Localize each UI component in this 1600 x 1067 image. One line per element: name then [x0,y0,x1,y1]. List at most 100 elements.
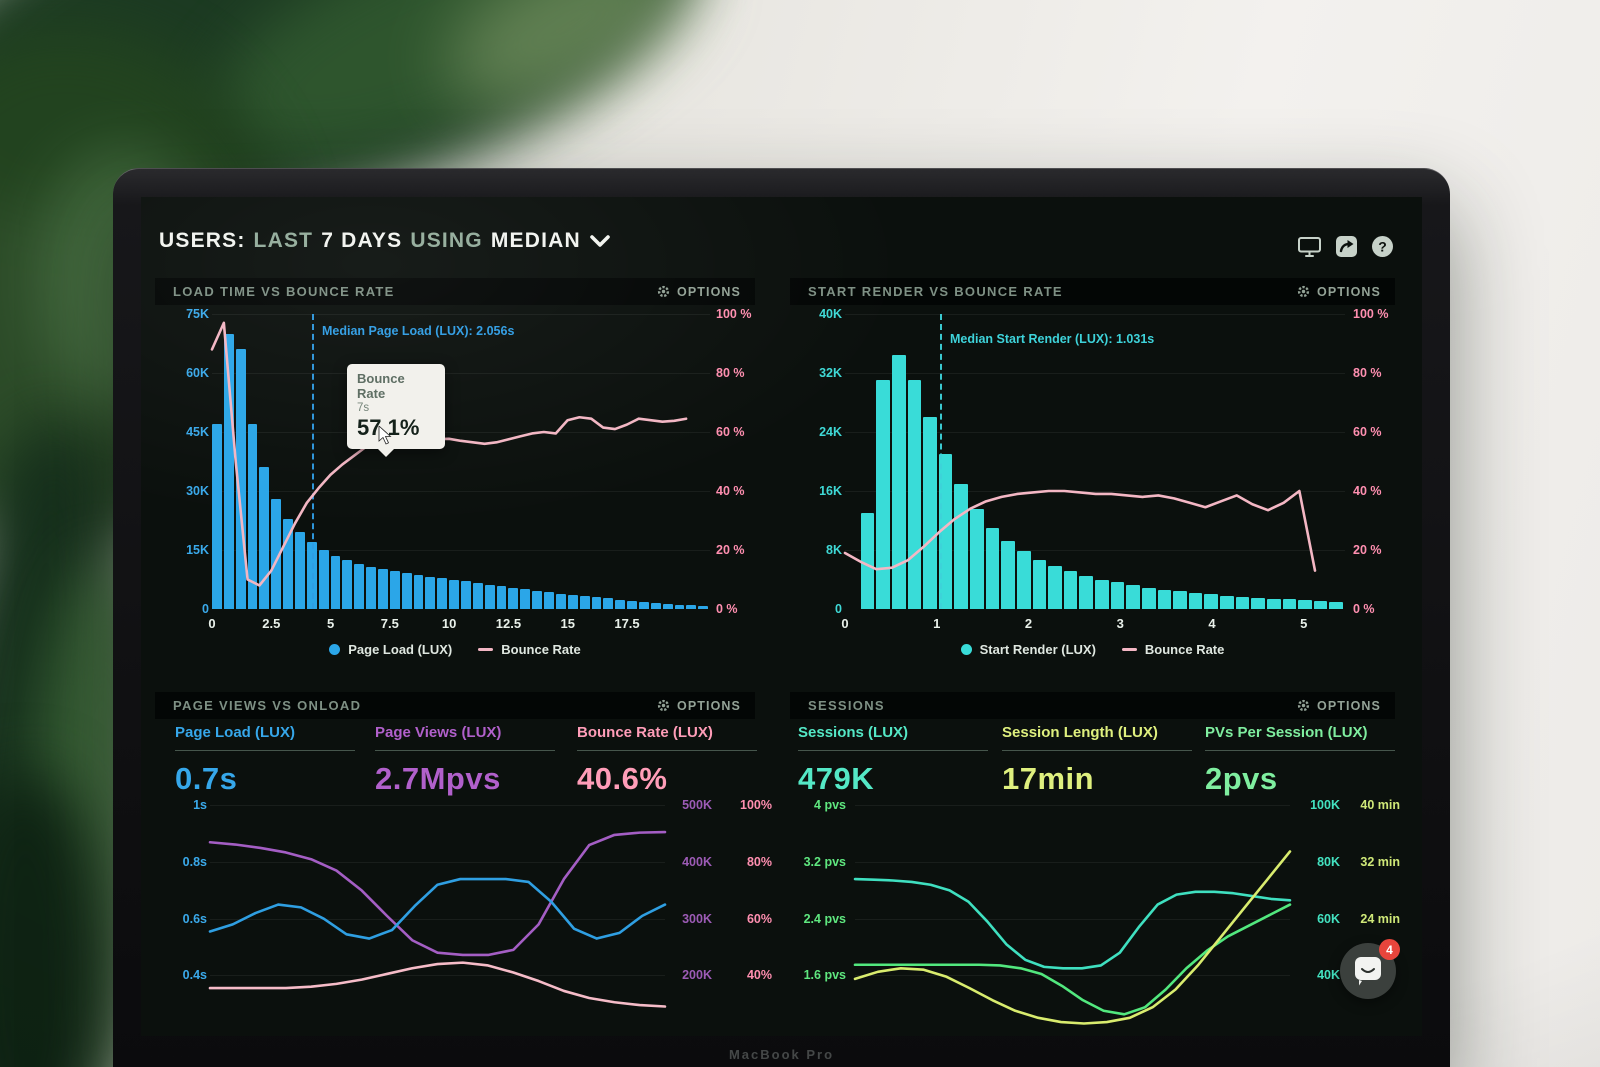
histogram-bar[interactable] [1282,599,1297,609]
axis-tick-label: 32K [819,366,842,380]
histogram-bar[interactable] [1266,598,1281,609]
onload-plot[interactable] [210,796,665,1032]
histogram-bar[interactable] [603,598,614,609]
histogram-bar[interactable] [1157,589,1172,609]
histogram-bar[interactable] [366,566,377,609]
histogram-bar[interactable] [650,602,661,609]
histogram-bar[interactable] [318,550,329,609]
options-button[interactable]: OPTIONS [1297,699,1381,713]
histogram-bar[interactable] [1032,559,1047,609]
sessions-plot[interactable] [855,796,1290,1032]
options-button[interactable]: OPTIONS [1297,285,1381,299]
histogram-bar[interactable] [876,380,890,609]
metric-value: 479K [798,761,875,796]
histogram-bar[interactable] [378,568,388,609]
histogram-bar[interactable] [615,599,626,609]
histogram-bar[interactable] [520,589,531,609]
histogram-bar[interactable] [1141,587,1156,609]
histogram-bar[interactable] [283,518,294,609]
axis-tick-label: 0 [835,602,842,616]
metric-label: Session Length (LUX) [1002,724,1158,741]
histogram-bar[interactable] [891,354,906,609]
axis-tick-label: 32 min [1360,855,1400,870]
histogram-bar[interactable] [449,579,460,609]
histogram-bar[interactable] [508,587,519,609]
histogram-bar[interactable] [698,605,709,609]
histogram-bar[interactable] [1220,595,1234,609]
histogram-bar[interactable] [401,573,412,609]
histogram-bar[interactable] [985,527,1000,609]
histogram-bar[interactable] [425,576,436,609]
histogram-bar[interactable] [342,559,353,609]
histogram-bar[interactable] [544,592,554,609]
histogram-bar[interactable] [1126,585,1140,609]
histogram-bar[interactable] [1048,566,1062,609]
axis-tick-label: 40 % [1353,484,1382,498]
title-part: USING [410,229,483,252]
histogram-bar[interactable] [627,600,637,609]
histogram-bar[interactable] [1001,541,1015,609]
histogram-bar[interactable] [413,575,424,609]
legend-dash-icon [1121,648,1137,651]
histogram-bar[interactable] [1329,601,1343,609]
histogram-bar[interactable] [496,586,507,609]
histogram-bar[interactable] [247,424,258,609]
options-button[interactable]: OPTIONS [657,285,741,299]
histogram-bar[interactable] [1298,600,1312,609]
histogram-bar[interactable] [1173,591,1187,609]
histogram-bar[interactable] [1079,575,1093,609]
load-time-plot[interactable]: Median Page Load (LUX): 2.056s Bounce Ra… [212,314,710,609]
histogram-bar[interactable] [938,454,953,609]
monitor-icon[interactable] [1297,235,1322,258]
histogram-bar[interactable] [1063,571,1078,609]
histogram-bar[interactable] [923,417,937,609]
histogram-bar[interactable] [662,603,673,609]
bounce-rate-line [845,314,1345,609]
histogram-bar[interactable] [860,513,875,609]
histogram-bar[interactable] [484,584,495,609]
histogram-bar[interactable] [259,467,270,609]
histogram-bar[interactable] [674,604,685,609]
histogram-bar[interactable] [223,333,234,609]
histogram-bar[interactable] [389,571,400,609]
axis-tick-label: 16K [819,484,842,498]
histogram-bar[interactable] [1095,579,1109,609]
histogram-bar[interactable] [970,509,984,609]
histogram-bar[interactable] [437,578,448,609]
share-icon[interactable] [1335,235,1358,258]
options-button[interactable]: OPTIONS [657,699,741,713]
histogram-bar[interactable] [295,532,305,609]
histogram-bar[interactable] [954,483,968,609]
histogram-bar[interactable] [461,581,471,609]
histogram-bar[interactable] [1313,600,1328,609]
histogram-bar[interactable] [579,596,590,609]
histogram-bar[interactable] [1235,596,1250,609]
histogram-bar[interactable] [354,563,365,609]
start-render-plot[interactable]: Median Start Render (LUX): 1.031s [845,314,1345,609]
histogram-bar[interactable] [1016,551,1031,609]
histogram-bar[interactable] [330,555,341,609]
histogram-bar[interactable] [271,498,282,609]
axis-tick-label: 20 % [1353,543,1382,557]
histogram-bar[interactable] [1110,582,1125,609]
histogram-bar[interactable] [532,590,543,609]
histogram-bar[interactable] [1251,597,1265,609]
histogram-bar[interactable] [1188,592,1203,609]
help-icon[interactable]: ? [1371,235,1394,258]
histogram-bar[interactable] [638,601,649,609]
histogram-bar[interactable] [212,424,222,609]
histogram-bar[interactable] [1204,594,1218,609]
chat-widget-button[interactable]: 4 [1340,939,1400,999]
axis-tick-label: 17.5 [614,616,640,631]
histogram-bar[interactable] [555,593,566,609]
dashboard-title-dropdown[interactable]: USERS: LAST 7 DAYS USING MEDIAN [159,229,611,253]
axis-tick-label: 40K [1317,968,1340,983]
histogram-bar[interactable] [591,597,602,609]
histogram-bar[interactable] [306,542,317,609]
histogram-bar[interactable] [567,594,578,609]
histogram-bar[interactable] [472,583,483,609]
histogram-bar[interactable] [686,605,697,609]
panel-page-views-vs-onload: PAGE VIEWS VS ONLOAD OPTIONS Page Load (… [155,692,772,1036]
histogram-bar[interactable] [235,349,246,609]
